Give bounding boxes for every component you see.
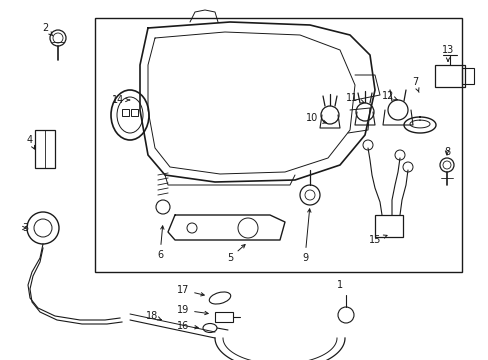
Bar <box>434 65 464 87</box>
Text: 3: 3 <box>22 223 28 233</box>
Text: 10: 10 <box>305 113 325 123</box>
Text: 1: 1 <box>336 280 343 290</box>
Text: 11: 11 <box>345 93 363 103</box>
Text: 16: 16 <box>177 321 198 331</box>
Text: 13: 13 <box>441 45 453 61</box>
Text: 6: 6 <box>157 226 163 260</box>
Bar <box>461 68 473 84</box>
Bar <box>35 130 55 168</box>
Text: 14: 14 <box>112 95 129 105</box>
Text: 17: 17 <box>177 285 204 296</box>
Text: 19: 19 <box>177 305 208 315</box>
Bar <box>374 215 402 237</box>
Text: 15: 15 <box>368 235 386 245</box>
Bar <box>95 18 461 272</box>
Bar <box>215 312 232 322</box>
Text: 12: 12 <box>381 91 396 101</box>
Text: 8: 8 <box>443 147 449 157</box>
Text: 5: 5 <box>226 244 244 263</box>
Text: 18: 18 <box>145 311 161 321</box>
Text: 9: 9 <box>301 209 310 263</box>
Bar <box>131 109 138 116</box>
Text: 4: 4 <box>27 135 35 149</box>
Text: 2: 2 <box>42 23 53 36</box>
Bar <box>122 109 129 116</box>
Text: 7: 7 <box>411 77 418 93</box>
